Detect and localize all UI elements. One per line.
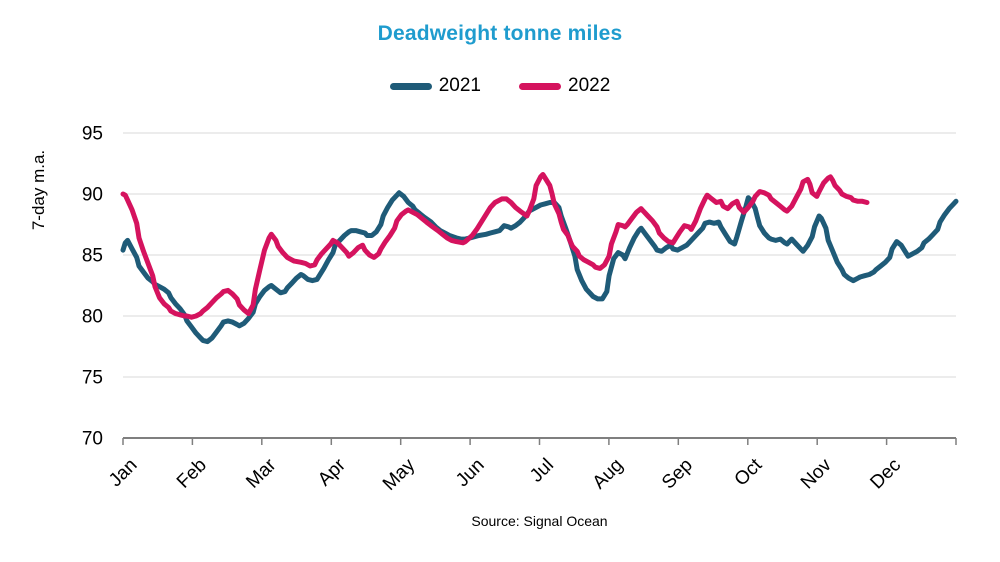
x-tick-label-dec: Dec xyxy=(866,455,905,494)
legend-label-2022: 2022 xyxy=(568,75,611,96)
x-tick-label-jul: Jul xyxy=(526,455,558,487)
x-tick-label-jan: Jan xyxy=(105,455,142,492)
series-2022-line xyxy=(120,172,870,320)
x-tick-label-mar: Mar xyxy=(242,454,280,492)
legend-swatch-2021 xyxy=(389,82,432,90)
legend-item-2021: 2021 xyxy=(389,75,481,97)
x-tick-label-aug: Aug xyxy=(589,455,628,494)
x-tick-label-may: May xyxy=(379,454,420,495)
x-tick-label-oct: Oct xyxy=(731,454,767,490)
x-tick-label-nov: Nov xyxy=(797,454,836,493)
y-tick-label-85: 85 xyxy=(82,246,103,267)
source-text: Source: Signal Ocean xyxy=(471,513,608,529)
y-tick-label-90: 90 xyxy=(82,185,103,206)
legend-swatch-2022 xyxy=(519,82,561,90)
y-tick-label-95: 95 xyxy=(82,124,103,145)
x-tick-label-feb: Feb xyxy=(173,455,211,493)
series-2021-line xyxy=(120,190,959,345)
y-tick-label-80: 80 xyxy=(82,307,103,328)
legend-label-2021: 2021 xyxy=(438,75,481,96)
y-tick-label-75: 75 xyxy=(82,368,103,389)
x-tick-label-jun: Jun xyxy=(452,455,489,492)
y-axis-title: 7-day m.a. xyxy=(29,150,48,230)
x-tick-label-apr: Apr xyxy=(314,454,350,490)
y-tick-label-70: 70 xyxy=(82,429,103,450)
legend: 2021 2022 xyxy=(0,74,1000,98)
chart-title: Deadweight tonne miles xyxy=(377,22,623,45)
x-tick-label-sep: Sep xyxy=(658,455,697,494)
legend-item-2022: 2022 xyxy=(519,75,610,97)
